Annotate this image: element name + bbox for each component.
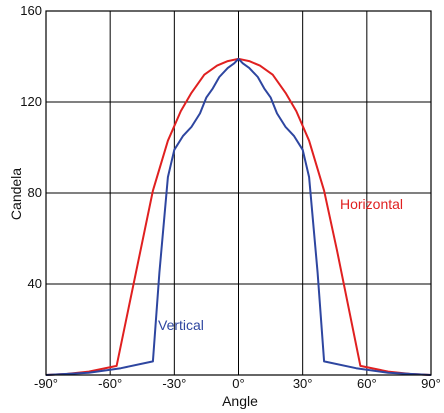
vertical-series-label: Vertical (158, 317, 204, 333)
y-tick-label: 120 (20, 94, 42, 109)
y-tick-label: 160 (20, 3, 42, 18)
y-axis-title: Candela (8, 168, 24, 220)
grid (46, 11, 431, 375)
x-tick-label: -90° (34, 376, 58, 391)
series-lines (45, 57, 432, 376)
plot-frame (45, 10, 432, 376)
x-tick-label: -60° (98, 376, 122, 391)
vertical-series-line (45, 57, 432, 376)
horizontal-series-line (45, 57, 432, 376)
y-tick-labels: 40 80 120 160 (20, 3, 42, 291)
x-axis-title: Angle (222, 393, 258, 409)
x-tick-label: 60° (357, 376, 377, 391)
x-tick-label: -30° (162, 376, 186, 391)
plot-border (45, 10, 432, 376)
x-tick-labels: -90° -60° -30° 0° 30° 60° 90° (34, 376, 441, 391)
x-tick-label: 30° (293, 376, 313, 391)
y-tick-label: 80 (28, 185, 42, 200)
y-tick-label: 40 (28, 276, 42, 291)
x-tick-label: 0° (232, 376, 244, 391)
horizontal-series-label: Horizontal (340, 196, 403, 212)
x-tick-label: 90° (421, 376, 441, 391)
